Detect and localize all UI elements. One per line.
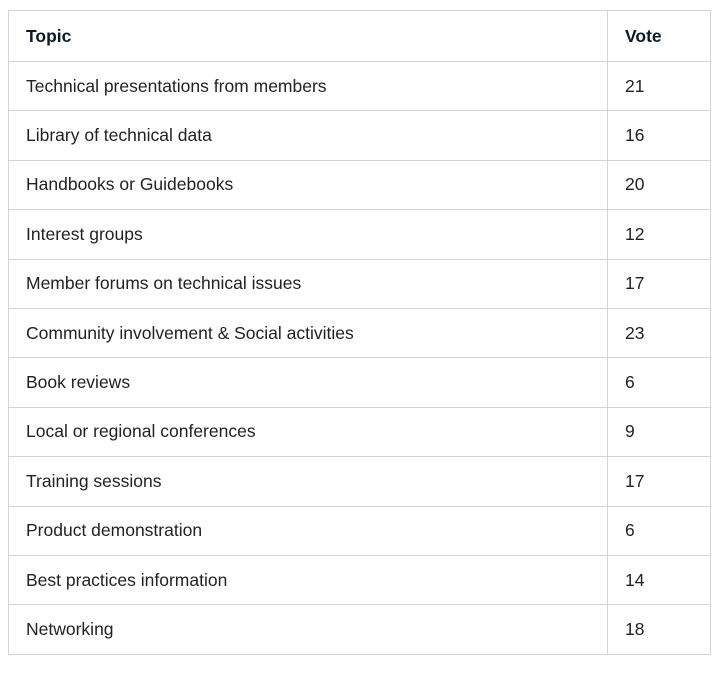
vote-cell: 14 — [607, 554, 711, 606]
topic-cell: Member forums on technical issues — [8, 258, 608, 309]
topic-cell: Best practices information — [8, 554, 608, 606]
table-row: Product demonstration 6 — [8, 505, 711, 556]
vote-cell: 17 — [607, 258, 711, 309]
column-header-topic: Topic — [8, 10, 608, 62]
table-row: Interest groups 12 — [8, 209, 711, 260]
topic-cell: Community involvement & Social activitie… — [8, 307, 608, 359]
vote-cell: 12 — [607, 209, 711, 260]
vote-cell: 18 — [607, 604, 711, 655]
topic-cell: Networking — [8, 604, 608, 655]
topic-cell: Handbooks or Guidebooks — [8, 159, 608, 211]
topic-cell: Book reviews — [8, 357, 608, 408]
vote-cell: 23 — [607, 307, 711, 359]
table-row: Community involvement & Social activitie… — [8, 307, 711, 359]
table-row: Best practices information 14 — [8, 554, 711, 606]
topic-cell: Interest groups — [8, 209, 608, 260]
vote-cell: 17 — [607, 456, 711, 507]
topic-cell: Local or regional conferences — [8, 406, 608, 458]
topic-cell: Training sessions — [8, 456, 608, 507]
vote-cell: 20 — [607, 159, 711, 211]
vote-cell: 21 — [607, 60, 711, 112]
vote-cell: 6 — [607, 505, 711, 556]
table-row: Technical presentations from members 21 — [8, 60, 711, 112]
table-row: Library of technical data 16 — [8, 110, 711, 161]
topic-cell: Product demonstration — [8, 505, 608, 556]
column-header-vote: Vote — [607, 10, 711, 62]
table-row: Handbooks or Guidebooks 20 — [8, 159, 711, 211]
vote-cell: 16 — [607, 110, 711, 161]
table-row: Book reviews 6 — [8, 357, 711, 408]
table-row: Local or regional conferences 9 — [8, 406, 711, 458]
table-row: Networking 18 — [8, 604, 711, 655]
vote-cell: 6 — [607, 357, 711, 408]
table-row: Training sessions 17 — [8, 456, 711, 507]
topic-cell: Technical presentations from members — [8, 60, 608, 112]
table-row: Member forums on technical issues 17 — [8, 258, 711, 309]
vote-cell: 9 — [607, 406, 711, 458]
topic-cell: Library of technical data — [8, 110, 608, 161]
table-header-row: Topic Vote — [8, 10, 711, 62]
topics-vote-table: Topic Vote Technical presentations from … — [8, 10, 711, 655]
